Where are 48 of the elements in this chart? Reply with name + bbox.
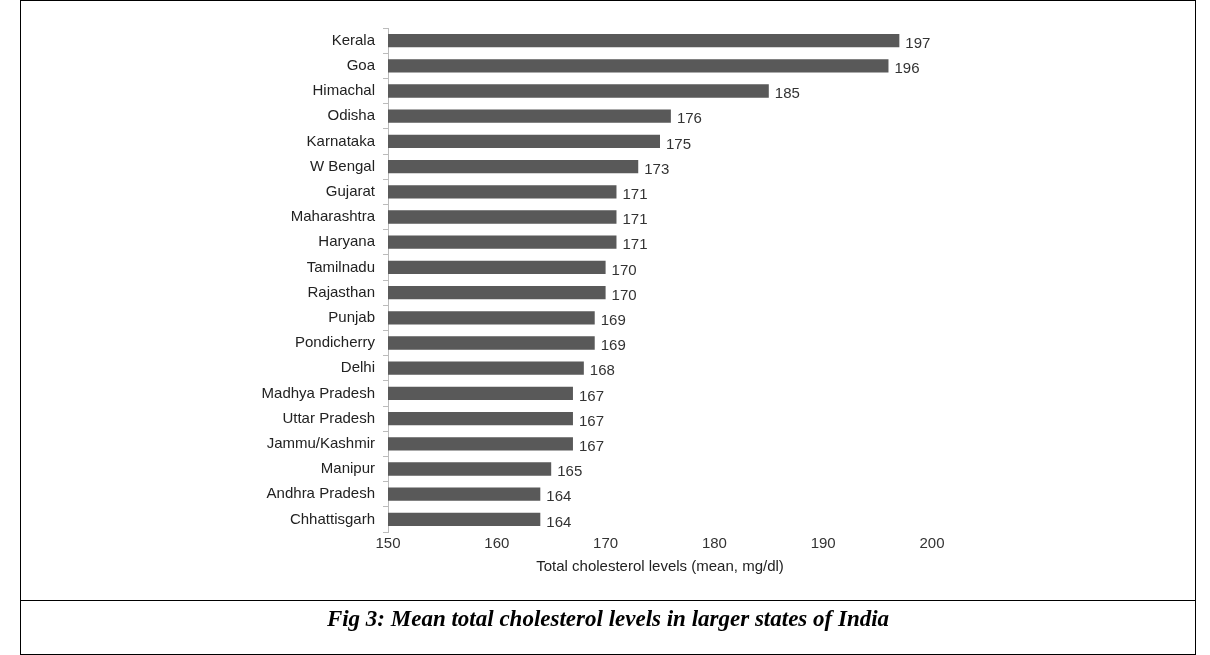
x-axis-title: Total cholesterol levels (mean, mg/dl): [536, 557, 784, 575]
x-tick-label: 180: [701, 534, 727, 552]
x-tick-label: 160: [484, 534, 510, 552]
data-label: 167: [578, 411, 604, 429]
y-tick-label: Pondicherry: [294, 333, 376, 351]
data-label: 171: [622, 210, 648, 228]
x-tick-label: 150: [375, 534, 401, 552]
x-tick-label: 190: [810, 534, 836, 552]
data-label: 185: [774, 84, 800, 102]
y-tick-label: Madhya Pradesh: [261, 383, 375, 401]
y-tick-label: Karnataka: [306, 131, 376, 149]
y-tick-label: Punjab: [328, 307, 375, 325]
y-tick-label: Haryana: [318, 232, 376, 250]
y-tick-label: Andhra Pradesh: [266, 484, 375, 502]
data-label: 175: [666, 134, 692, 152]
data-label: 168: [589, 361, 615, 379]
x-tick-label: 200: [919, 534, 945, 552]
y-tick-label: Uttar Pradesh: [282, 408, 375, 426]
y-tick-label: Himachal: [312, 81, 375, 99]
data-label: 167: [578, 436, 604, 454]
data-label: 167: [578, 386, 604, 404]
data-label: 170: [611, 260, 637, 278]
y-tick-label: Tamilnadu: [306, 257, 375, 275]
text: Fig 3: Mean total cholesterol levels in larger states of India: [325, 606, 891, 632]
x-tick-label: 170: [593, 534, 619, 552]
data-label: 169: [600, 336, 626, 354]
y-tick-label: Rajasthan: [307, 282, 375, 300]
data-label: 164: [546, 487, 572, 505]
y-tick-label: Chhattisgarh: [289, 509, 375, 527]
y-tick-label: Delhi: [340, 358, 375, 376]
data-label: 165: [557, 462, 583, 480]
data-label: 176: [676, 109, 702, 127]
data-label: 173: [644, 159, 670, 177]
data-label: 197: [905, 33, 931, 51]
y-tick-label: Goa: [346, 55, 376, 73]
y-tick-label: Gujarat: [325, 181, 376, 199]
data-label: 169: [600, 310, 626, 328]
data-label: 196: [894, 58, 920, 76]
data-label: 171: [622, 235, 648, 253]
y-tick-label: Manipur: [320, 459, 375, 477]
y-tick-label: W Bengal: [309, 156, 375, 174]
y-tick-label: Maharashtra: [290, 207, 376, 225]
data-label: 164: [546, 512, 572, 530]
y-tick-label: Jammu/Kashmir: [266, 433, 375, 451]
y-tick-label: Kerala: [331, 30, 376, 48]
y-tick-label: Odisha: [327, 106, 376, 124]
data-label: 170: [611, 285, 637, 303]
data-label: 171: [622, 184, 648, 202]
